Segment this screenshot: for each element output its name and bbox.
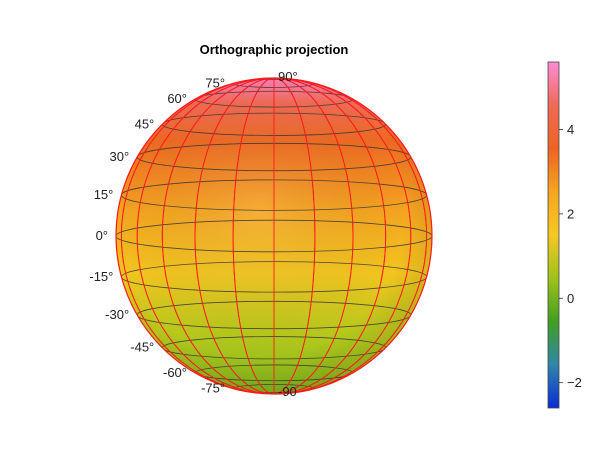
chart-title: Orthographic projection — [200, 42, 349, 57]
colorbar-tick-label: 0 — [567, 291, 574, 306]
latitude-label: -90 — [278, 384, 297, 399]
meridian-line — [136, 78, 412, 394]
colorbar-tick-label: 4 — [567, 122, 574, 137]
latitude-label: 0° — [96, 228, 108, 243]
latitude-label: 60° — [167, 91, 187, 106]
latitude-label: 75° — [205, 75, 225, 90]
meridian-line — [232, 78, 316, 394]
latitude-label: -45° — [130, 340, 154, 355]
colorbar: −2 0 2 4 — [547, 61, 582, 409]
latitude-label: 15° — [94, 187, 114, 202]
latitude-label: -60° — [163, 365, 187, 380]
latitude-label: 90° — [278, 69, 298, 84]
sphere-rim — [115, 77, 433, 395]
colorbar-tick-label: 2 — [567, 206, 574, 221]
colorbar-frame — [547, 61, 560, 409]
globe — [115, 77, 433, 395]
latitude-label: -30° — [105, 307, 129, 322]
meridian-line — [161, 78, 387, 394]
colorbar-tick-label: −2 — [567, 375, 582, 390]
colorbar-fill — [548, 62, 559, 408]
latitude-label: 45° — [135, 116, 155, 131]
meridian-line — [194, 78, 354, 394]
latitude-label: -15° — [89, 269, 113, 284]
latitude-label: 30° — [109, 149, 129, 164]
meridian-line — [120, 78, 428, 394]
latitude-label: -75° — [201, 381, 225, 396]
